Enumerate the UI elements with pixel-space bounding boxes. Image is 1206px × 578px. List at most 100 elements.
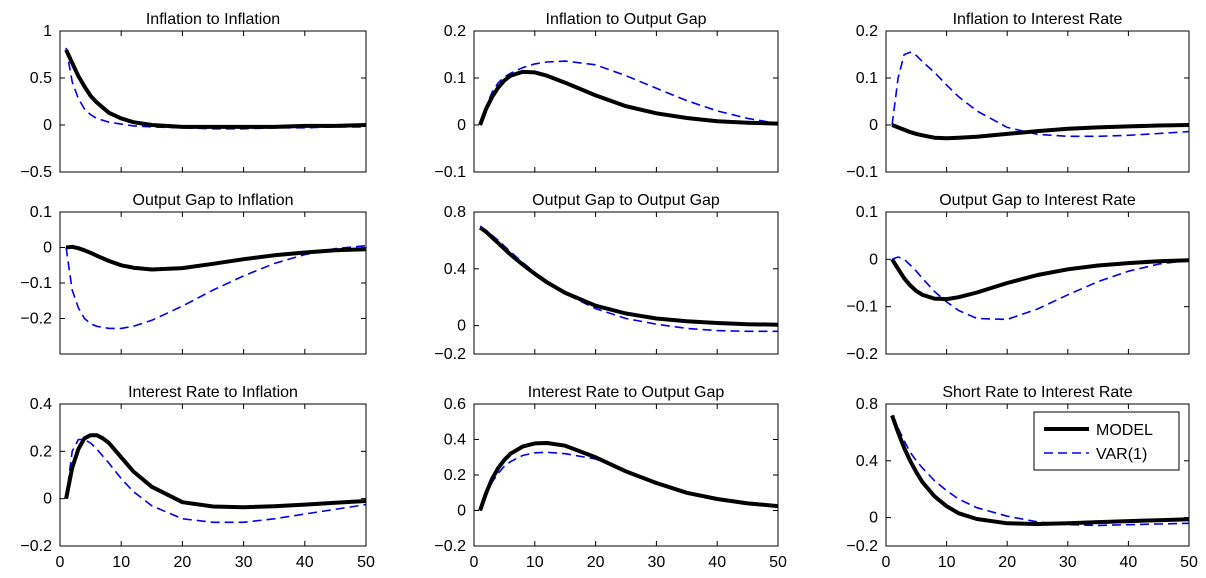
subplot-title: Output Gap to Inflation [133,192,294,209]
model-series-line [64,48,366,129]
subplot-title: Output Gap to Output Gap [532,192,720,209]
x-tick-label: 30 [648,554,666,571]
x-tick-label: 10 [938,554,956,571]
axes-box [473,403,779,547]
subplot-title: Interest Rate to Inflation [128,384,298,401]
x-tick-label: 50 [357,554,375,571]
y-tick-label: −0.5 [20,164,52,181]
var1-series-line [65,47,366,130]
var1-series-line [479,60,778,126]
y-tick-label: 0 [43,491,52,508]
legend-box [1033,411,1180,471]
x-tick-label: 0 [56,554,65,571]
model-series-line [64,433,366,510]
subplot-title: Short Rate to Interest Rate [942,384,1132,401]
y-tick-label: 0.6 [444,396,466,413]
y-tick-label: 0.4 [856,453,878,470]
y-tick-label: 0.1 [30,204,52,221]
x-tick-label: 40 [708,554,726,571]
x-tick-label: 0 [470,554,479,571]
y-tick-label: 0.8 [856,396,878,413]
model-series-line [890,258,1189,302]
y-tick-label: −0.2 [20,311,52,328]
y-tick-label: 0 [43,240,52,257]
var1-series-line [65,244,366,330]
y-tick-label: −0.2 [434,346,466,363]
y-tick-label: 0 [457,318,466,335]
x-tick-label: 50 [1180,554,1198,571]
y-tick-label: 0.4 [30,396,52,413]
y-tick-label: 0.2 [444,23,466,40]
subplot-9: Short Rate to Interest Rate−0.200.40.80 1… [846,384,1198,571]
model-series-line [478,441,778,512]
x-tick-label: 10 [526,554,544,571]
y-tick-label: −0.1 [846,164,878,181]
axes-box [473,211,779,355]
legend-label: VAR(1) [1096,446,1147,463]
subplot-4: Output Gap to Inflation −0.2 −0.1 0 0.1 [20,192,367,355]
var1-series-line [65,438,366,524]
x-tick-label: 40 [296,554,314,571]
model-series-line [478,69,778,126]
subplot-title: Inflation to Output Gap [546,11,707,28]
legend: MODEL VAR(1) [1033,411,1180,471]
subplot-3: Inflation to Interest Rate −0.1 0 0.1 0.2 [846,11,1190,181]
y-tick-label: 0.1 [856,204,878,221]
model-series-line [65,244,366,272]
x-tick-label: 30 [1059,554,1077,571]
axes-box [885,403,1190,547]
x-tick-label: 10 [112,554,130,571]
y-tick-label: −0.1 [846,299,878,316]
subplot-7: Interest Rate to Inflation−0.200.20.40 10… [20,384,375,571]
x-tick-label: 20 [587,554,605,571]
y-tick-label: 0 [457,117,466,134]
subplot-title: Output Gap to Interest Rate [939,192,1136,209]
x-tick-label: 30 [235,554,253,571]
y-tick-label: 0 [869,251,878,268]
y-tick-label: −0.2 [846,538,878,555]
y-tick-label: 0.5 [30,70,52,87]
var1-series-line [891,256,1189,321]
x-tick-label: 0 [882,554,891,571]
y-tick-label: 0 [43,117,52,134]
y-tick-label: 0.4 [444,432,466,449]
axes-box [59,30,367,173]
var1-series-line [891,51,1189,138]
model-series-line [890,414,1189,526]
x-tick-label: 20 [998,554,1016,571]
subplot-8: Interest Rate to Output Gap−0.200.20.40.… [434,384,787,571]
y-tick-label: 0 [457,503,466,520]
var1-series-line [891,415,1189,527]
x-tick-label: 20 [174,554,192,571]
y-tick-label: −0.2 [434,538,466,555]
y-tick-label: 0.1 [856,70,878,87]
y-tick-label: 0 [869,117,878,134]
y-tick-label: 0.8 [444,204,466,221]
y-tick-label: 0.1 [444,70,466,87]
subplot-title: Interest Rate to Output Gap [528,384,725,401]
subplot-title: Inflation to Inflation [146,11,280,28]
subplot-6: Output Gap to Interest Rate −0.2 −0.1 0 0.1 [846,192,1190,363]
y-tick-label: 0 [869,510,878,527]
y-tick-label: 0.2 [444,467,466,484]
y-tick-label: 0.2 [30,443,52,460]
model-series-line [478,225,778,327]
subplot-5: Output Gap to Output Gap −0.2 0 0.4 0.8 [434,192,779,363]
y-tick-label: −0.2 [20,538,52,555]
subplot-2: Inflation to Output Gap −0.1 0 0.1 0.2 [434,11,779,181]
axes-box [59,211,367,355]
axes-box [885,30,1190,173]
y-tick-label: −0.2 [846,346,878,363]
y-tick-label: 0.2 [856,23,878,40]
y-tick-label: −0.1 [434,164,466,181]
x-tick-label: 40 [1120,554,1138,571]
y-tick-label: 1 [43,23,52,40]
legend-label: MODEL [1096,422,1153,439]
y-tick-label: 0.4 [444,261,466,278]
subplot-1: Inflation to Inflation −0.5 0 0.5 1 [20,11,367,181]
subplot-title: Inflation to Interest Rate [953,11,1123,28]
y-tick-label: −0.1 [20,275,52,292]
axes-box [59,403,367,547]
axes-box [473,30,779,173]
